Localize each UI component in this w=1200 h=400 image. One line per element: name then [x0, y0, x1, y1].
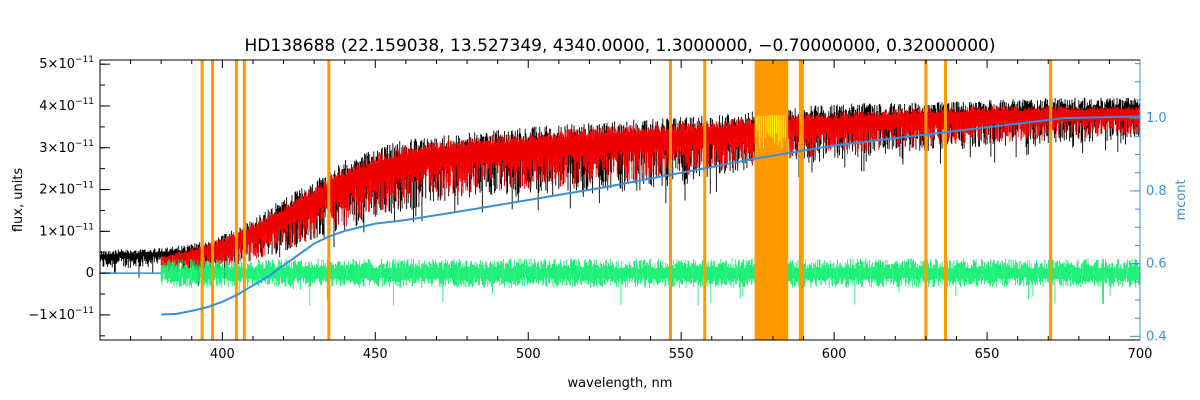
- continuum-series: [161, 115, 1140, 316]
- mask-line: [200, 60, 204, 340]
- y-tick-label-exponent: −11: [75, 139, 94, 149]
- y-tick-label-base: 2×10: [39, 183, 75, 198]
- y-tick-label-exponent: −11: [75, 97, 94, 107]
- y-tick-label-exponent: −11: [75, 181, 94, 191]
- mask-line: [668, 60, 672, 340]
- x-tick-label: 500: [516, 347, 541, 362]
- x-tick-label: 700: [1128, 347, 1153, 362]
- y-tick-label-base: 0: [86, 266, 94, 281]
- y-tick-label: 2×10−11: [39, 181, 94, 198]
- chart-title: HD138688 (22.159038, 13.527349, 4340.000…: [245, 36, 996, 56]
- mask-line: [242, 60, 246, 340]
- y-tick-label-base: 5×10: [39, 57, 75, 72]
- y2-tick-label: 1.0: [1146, 111, 1167, 126]
- mask-line: [703, 60, 707, 340]
- x-tick-label: 600: [822, 347, 847, 362]
- mask-line: [327, 60, 331, 340]
- y-tick-label: −1×10−11: [28, 306, 94, 323]
- y-tick-label-base: 1×10: [39, 224, 75, 239]
- mask-band-highlight: [755, 114, 786, 149]
- mask-band: [754, 60, 789, 340]
- y-tick-label-base: −1×10: [28, 308, 75, 323]
- y-axis-label: flux, units: [11, 168, 26, 233]
- y-tick-label: 4×10−11: [39, 97, 94, 114]
- x-tick-label: 450: [363, 347, 388, 362]
- plot-layers: [100, 60, 1140, 340]
- y2-tick-label: 0.8: [1146, 184, 1167, 199]
- mask-line: [211, 60, 215, 340]
- mask-line: [924, 60, 928, 340]
- mask-line: [798, 60, 802, 340]
- y-tick-label-exponent: −11: [75, 306, 94, 316]
- y-tick-label: 5×10−11: [39, 55, 94, 72]
- x-axis-label: wavelength, nm: [568, 376, 673, 391]
- y-tick-label-base: 3×10: [39, 141, 75, 156]
- y-axis-ticks: −1×10−1101×10−112×10−113×10−114×10−115×1…: [28, 55, 110, 337]
- y-tick-label-exponent: −11: [75, 222, 94, 232]
- x-tick-label: 550: [669, 347, 694, 362]
- x-tick-label: 400: [210, 347, 235, 362]
- y2-axis-ticks: 0.4 0.6 0.8 1.0: [1130, 60, 1167, 344]
- y-tick-label-exponent: −11: [75, 55, 94, 65]
- y2-tick-label: 0.4: [1146, 329, 1167, 344]
- y-tick-label-base: 4×10: [39, 99, 75, 114]
- mask-line: [943, 60, 947, 340]
- y-tick-label: 1×10−11: [39, 222, 94, 239]
- y2-axis-label: mcont: [1174, 179, 1189, 220]
- mask-line: [234, 60, 238, 340]
- y2-tick-label: 0.6: [1146, 257, 1167, 272]
- x-tick-label: 650: [975, 347, 1000, 362]
- y-tick-label: 3×10−11: [39, 139, 94, 156]
- y-tick-label: 0: [86, 266, 94, 281]
- mask-line: [1049, 60, 1053, 340]
- x-axis-ticks: 400 450 500 550 600 650 700: [130, 60, 1153, 362]
- mask-line: [800, 60, 804, 340]
